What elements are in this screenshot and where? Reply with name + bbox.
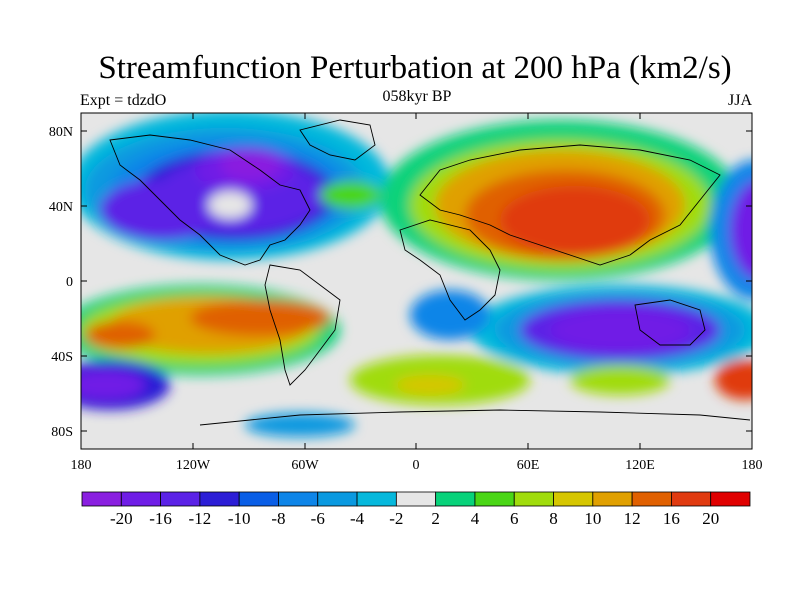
contour-field <box>81 113 752 449</box>
colorbar-label: -16 <box>149 509 172 528</box>
lat-tick-label: 40S <box>51 350 73 365</box>
colorbar-swatch <box>513 491 554 507</box>
colorbar-label: -10 <box>228 509 251 528</box>
colorbar: -20 -16 -12 -10 -8 -6 -4 -2 2 4 6 8 10 12 16 20 <box>81 491 751 528</box>
latitude-axis: 80N 40N 0 40S 80S <box>49 125 752 440</box>
colorbar-swatch <box>631 491 672 507</box>
colorbar-swatch <box>120 491 161 507</box>
colorbar-swatch <box>671 491 712 507</box>
colorbar-swatch <box>474 491 515 507</box>
colorbar-swatch <box>160 491 201 507</box>
lon-tick-label: 120E <box>625 458 655 473</box>
colorbar-label: 20 <box>702 509 719 528</box>
colorbar-swatch <box>81 491 122 507</box>
colorbar-swatch <box>395 491 437 507</box>
lon-tick-label: 120W <box>176 458 211 473</box>
lat-tick-label: 80N <box>49 125 73 140</box>
colorbar-swatch <box>278 491 319 507</box>
colorbar-swatch <box>553 491 594 507</box>
colorbar-label: 2 <box>431 509 440 528</box>
colorbar-label: 16 <box>663 509 680 528</box>
colorbar-label: -6 <box>311 509 325 528</box>
lat-tick-label: 40N <box>49 200 73 215</box>
colorbar-swatch <box>199 491 240 507</box>
colorbar-swatch <box>356 491 397 507</box>
colorbar-swatch <box>317 491 358 507</box>
colorbar-label: -8 <box>271 509 285 528</box>
season-label: JJA <box>727 92 752 109</box>
coastlines <box>109 119 751 426</box>
lon-tick-label: 60E <box>517 458 540 473</box>
time-label: 058kyr BP <box>382 88 452 105</box>
colorbar-label: -2 <box>389 509 403 528</box>
colorbar-label: -20 <box>110 509 133 528</box>
colorbar-label: 10 <box>584 509 601 528</box>
map-title: Streamfunction Perturbation at 200 hPa (… <box>98 50 732 86</box>
colorbar-label: -4 <box>350 509 365 528</box>
colorbar-label: 8 <box>549 509 558 528</box>
longitude-axis: 180 120W 60W 0 60E 120E 180 <box>71 113 763 473</box>
colorbar-label: 4 <box>471 509 480 528</box>
colorbar-swatch <box>710 491 751 507</box>
lon-tick-label: 0 <box>413 458 420 473</box>
experiment-label: Expt = tdzdO <box>80 92 167 109</box>
lat-tick-label: 0 <box>66 275 73 290</box>
colorbar-swatch <box>238 491 279 507</box>
lat-tick-label: 80S <box>51 425 73 440</box>
colorbar-label: -12 <box>189 509 212 528</box>
colorbar-label: 6 <box>510 509 519 528</box>
colorbar-label: 12 <box>624 509 641 528</box>
colorbar-swatch <box>435 491 476 507</box>
colorbar-swatch <box>592 491 633 507</box>
lon-tick-label: 60W <box>291 458 319 473</box>
lon-tick-label: 180 <box>742 458 763 473</box>
lon-tick-label: 180 <box>71 458 92 473</box>
